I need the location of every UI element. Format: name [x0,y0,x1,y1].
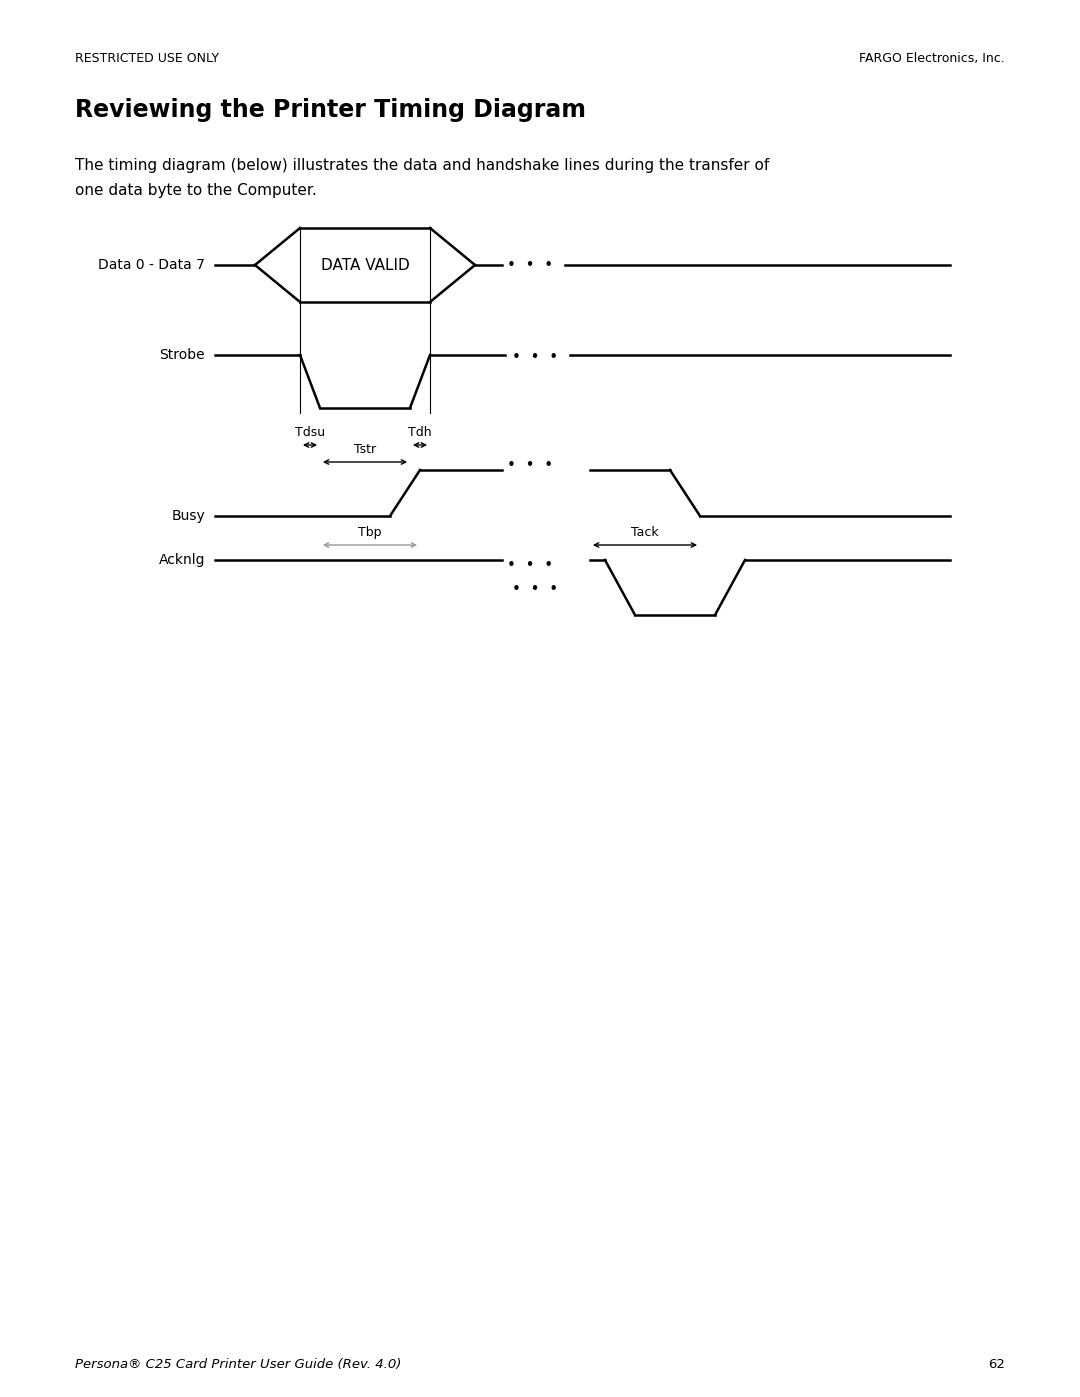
Text: Tdsu: Tdsu [295,426,325,439]
Text: •  •  •: • • • [507,457,553,472]
Text: •  •  •: • • • [507,257,553,272]
Text: Persona® C25 Card Printer User Guide (Rev. 4.0): Persona® C25 Card Printer User Guide (Re… [75,1358,402,1370]
Text: Acknlg: Acknlg [159,553,205,567]
Text: Data 0 - Data 7: Data 0 - Data 7 [98,258,205,272]
Text: RESTRICTED USE ONLY: RESTRICTED USE ONLY [75,52,219,66]
Text: DATA VALID: DATA VALID [321,257,409,272]
Text: Reviewing the Printer Timing Diagram: Reviewing the Printer Timing Diagram [75,98,586,122]
Text: one data byte to the Computer.: one data byte to the Computer. [75,183,316,198]
Text: Strobe: Strobe [160,348,205,362]
Text: Tbp: Tbp [359,527,381,539]
Text: FARGO Electronics, Inc.: FARGO Electronics, Inc. [860,52,1005,66]
Text: Tdh: Tdh [408,426,432,439]
Text: 62: 62 [988,1358,1005,1370]
Text: The timing diagram (below) illustrates the data and handshake lines during the t: The timing diagram (below) illustrates t… [75,158,769,173]
Text: •  •  •: • • • [512,583,558,598]
Text: Busy: Busy [172,509,205,522]
Text: •  •  •: • • • [512,349,558,365]
Text: •  •  •: • • • [507,557,553,573]
Text: Tstr: Tstr [354,443,376,455]
Text: Tack: Tack [631,527,659,539]
